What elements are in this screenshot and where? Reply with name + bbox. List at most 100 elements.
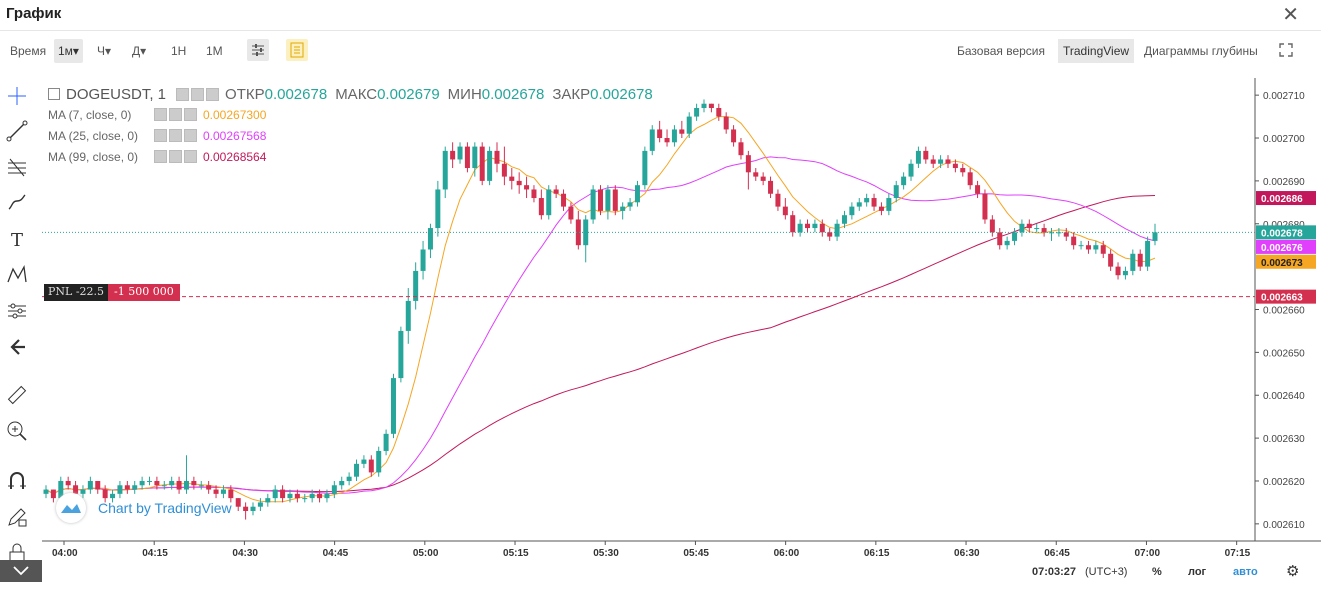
log-toggle[interactable]: лог bbox=[1188, 566, 1207, 578]
ma25-visibility-icon[interactable] bbox=[154, 129, 167, 142]
watermark-text: Chart by TradingView bbox=[98, 500, 232, 516]
price-chart[interactable]: 0.002710 0.002700 0.002690 0.002680 0.002660… bbox=[42, 78, 1321, 578]
candle-body bbox=[176, 480, 182, 490]
fib-icon[interactable] bbox=[4, 154, 30, 180]
version-basic[interactable]: Базовая версия bbox=[957, 44, 1045, 58]
trendline-icon[interactable] bbox=[4, 118, 30, 144]
tradingview-watermark[interactable]: Chart by TradingView bbox=[56, 493, 232, 523]
version-depth[interactable]: Диаграммы глубины bbox=[1144, 44, 1258, 58]
crosshair-icon[interactable] bbox=[4, 83, 30, 109]
settings-icon[interactable] bbox=[191, 87, 205, 101]
ma7-remove-icon[interactable] bbox=[184, 108, 197, 121]
ma25-settings-icon[interactable] bbox=[169, 129, 182, 142]
ma7-value: 0.00267300 bbox=[203, 107, 267, 122]
candle-body bbox=[649, 129, 655, 151]
interval-month[interactable]: 1М bbox=[206, 44, 223, 58]
ma99-remove-icon[interactable] bbox=[184, 150, 197, 163]
ma7-settings-icon[interactable] bbox=[169, 108, 182, 121]
chart-area[interactable]: 0.002710 0.002700 0.002690 0.002680 0.002660… bbox=[42, 78, 1321, 578]
collapse-legend-icon[interactable] bbox=[48, 88, 60, 100]
candle-body bbox=[1093, 245, 1099, 250]
candle-body bbox=[753, 172, 759, 177]
ma99-label: MA (99, close, 0) bbox=[48, 149, 139, 164]
candle-body bbox=[272, 489, 278, 499]
ma25-label: MA (25, close, 0) bbox=[48, 128, 139, 143]
close-icon[interactable]: ✕ bbox=[1282, 4, 1299, 26]
x-tick-label: 05:45 bbox=[683, 548, 709, 559]
version-tradingview[interactable]: TradingView bbox=[1058, 39, 1135, 63]
lock-pen-icon[interactable] bbox=[4, 504, 30, 530]
notes-icon[interactable] bbox=[286, 39, 308, 61]
candle-body bbox=[1004, 240, 1010, 246]
candle-body bbox=[531, 189, 537, 199]
candle-body bbox=[139, 480, 145, 486]
fullscreen-icon[interactable] bbox=[1275, 39, 1297, 61]
candle-body bbox=[102, 489, 108, 499]
candle-body bbox=[775, 193, 781, 207]
ma25-remove-icon[interactable] bbox=[184, 129, 197, 142]
candle-body bbox=[509, 176, 515, 181]
back-arrow-icon[interactable] bbox=[4, 334, 30, 360]
candle-body bbox=[834, 223, 840, 237]
zoom-in-icon[interactable] bbox=[4, 418, 30, 444]
open-label: ОТКР bbox=[225, 85, 265, 103]
y-tick-label: 0.002620 bbox=[1263, 477, 1305, 488]
text-icon[interactable]: T bbox=[4, 226, 30, 252]
x-tick-label: 04:00 bbox=[52, 548, 78, 559]
price-badge-label: 0.002676 bbox=[1261, 243, 1303, 254]
candle-body bbox=[450, 150, 456, 160]
candle-body bbox=[206, 485, 212, 490]
candle-body bbox=[546, 189, 552, 216]
chart-legend: DOGEUSDT, 1 ОТКР 0.002678 МАКС 0.002679 … bbox=[48, 84, 653, 167]
ma99-legend: MA (99, close, 0) 0.00268564 bbox=[48, 146, 653, 167]
candle-body bbox=[960, 168, 966, 173]
candle-body bbox=[930, 159, 936, 164]
timezone-button[interactable]: (UTC+3) bbox=[1085, 566, 1128, 578]
candle-body bbox=[235, 498, 241, 507]
interval-hour[interactable]: Ч▾ bbox=[97, 44, 112, 58]
candle-body bbox=[561, 193, 567, 207]
candle-body bbox=[58, 480, 64, 499]
interval-1m[interactable]: 1м▾ bbox=[54, 39, 83, 63]
close-value: 0.002678 bbox=[590, 85, 653, 103]
gear-icon[interactable]: ⚙ bbox=[1286, 563, 1300, 580]
candle-body bbox=[590, 189, 596, 220]
candle-body bbox=[908, 163, 914, 177]
candle-body bbox=[716, 108, 722, 117]
candle-body bbox=[427, 228, 433, 250]
candle-body bbox=[110, 493, 116, 499]
position-line-label[interactable]: PNL -22.5 -1 500 000 bbox=[44, 284, 180, 301]
auto-toggle[interactable]: авто bbox=[1233, 566, 1258, 578]
candle-body bbox=[220, 489, 226, 494]
prediction-icon[interactable] bbox=[4, 298, 30, 324]
candle-body bbox=[760, 176, 766, 181]
candle-body bbox=[686, 116, 692, 134]
remove-icon[interactable] bbox=[206, 87, 220, 101]
brush-icon[interactable] bbox=[4, 190, 30, 216]
candle-body bbox=[967, 172, 973, 186]
ma7-visibility-icon[interactable] bbox=[154, 108, 167, 121]
settings-sliders-icon[interactable] bbox=[247, 39, 269, 61]
visibility-icon[interactable] bbox=[176, 87, 190, 101]
time-label: Время bbox=[10, 44, 47, 58]
interval-week[interactable]: 1Н bbox=[171, 44, 187, 58]
pattern-icon[interactable] bbox=[4, 262, 30, 288]
candle-body bbox=[819, 223, 825, 233]
ma99-visibility-icon[interactable] bbox=[154, 150, 167, 163]
percent-toggle[interactable]: % bbox=[1152, 566, 1162, 578]
candle-body bbox=[243, 506, 249, 511]
ruler-icon[interactable] bbox=[4, 382, 30, 408]
ma99-value: 0.00268564 bbox=[203, 149, 267, 164]
ma99-settings-icon[interactable] bbox=[169, 150, 182, 163]
y-tick-label: 0.002640 bbox=[1263, 391, 1305, 402]
toolbar-collapse-icon[interactable] bbox=[0, 560, 42, 582]
y-tick-label: 0.002630 bbox=[1263, 434, 1305, 445]
interval-day[interactable]: Д▾ bbox=[132, 44, 147, 58]
candle-body bbox=[50, 489, 56, 499]
magnet-icon[interactable] bbox=[4, 468, 30, 494]
candle-body bbox=[390, 378, 396, 434]
candle-body bbox=[612, 189, 618, 211]
candle-body bbox=[864, 198, 870, 203]
x-tick-label: 05:15 bbox=[503, 548, 529, 559]
chart-toolbar: Время 1м▾ Ч▾ Д▾ 1Н 1М Базовая версия Tra… bbox=[0, 37, 1321, 65]
